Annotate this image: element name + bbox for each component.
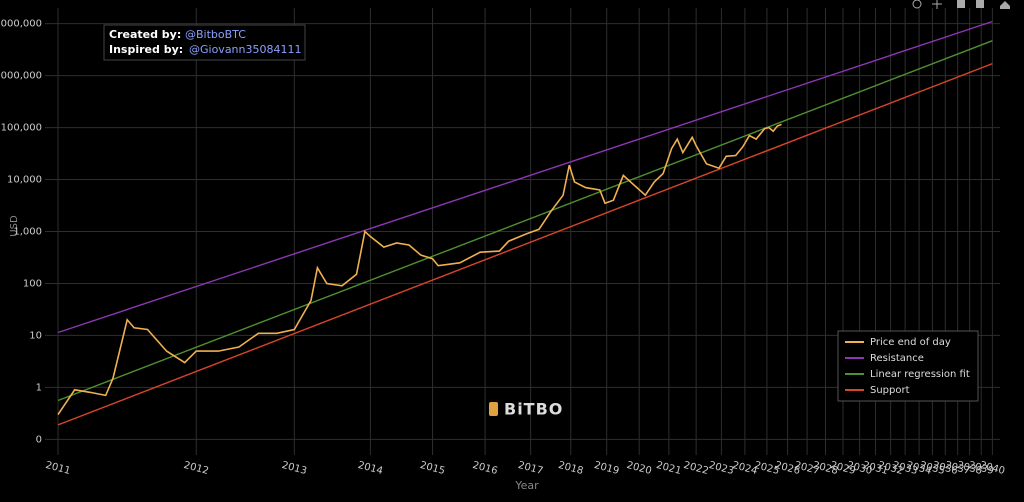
y-tick-label: 1,000,000	[0, 71, 42, 82]
annotation-link[interactable]: @BitboBTC	[185, 28, 246, 41]
home-icon[interactable]	[1000, 1, 1010, 9]
y-axis-label: USD	[9, 215, 20, 237]
zoom-out-icon[interactable]	[976, 0, 984, 8]
y-tick-label: 100	[23, 278, 42, 289]
legend-label: Price end of day	[870, 337, 951, 348]
series-line	[57, 40, 993, 402]
pan-icon[interactable]	[932, 0, 942, 9]
x-axis-label: Year	[514, 479, 539, 492]
y-tick-label: 10,000	[7, 175, 42, 186]
y-tick-label: 1,000	[13, 227, 42, 238]
zoom-icon[interactable]	[912, 0, 922, 9]
series-line	[57, 123, 782, 416]
logo: BiTBO	[504, 400, 563, 419]
y-tick-label: 1	[36, 382, 42, 393]
legend: Price end of day Resistance Linear regress…	[837, 330, 979, 402]
y-tick-label: 100,000	[1, 123, 42, 134]
y-tick-label: 0	[36, 434, 42, 445]
annotation-box	[103, 24, 306, 61]
legend-label: Linear regression fit	[870, 369, 970, 380]
y-tick-label: 10,000,000	[0, 19, 42, 30]
series-line	[57, 62, 993, 426]
legend-label: Resistance	[870, 353, 924, 364]
toolbar	[912, 0, 1010, 9]
annotation-link[interactable]: @Giovann35084111	[189, 43, 302, 56]
annotation-label: Inspired by:	[109, 43, 183, 56]
plot	[57, 20, 993, 426]
series-line	[57, 20, 993, 334]
annotation-label: Created by:	[109, 28, 181, 41]
y-tick-label: 10	[29, 330, 42, 341]
logo-icon	[489, 402, 498, 416]
legend-label: Support	[870, 385, 910, 396]
zoom-in-icon[interactable]	[957, 0, 965, 8]
